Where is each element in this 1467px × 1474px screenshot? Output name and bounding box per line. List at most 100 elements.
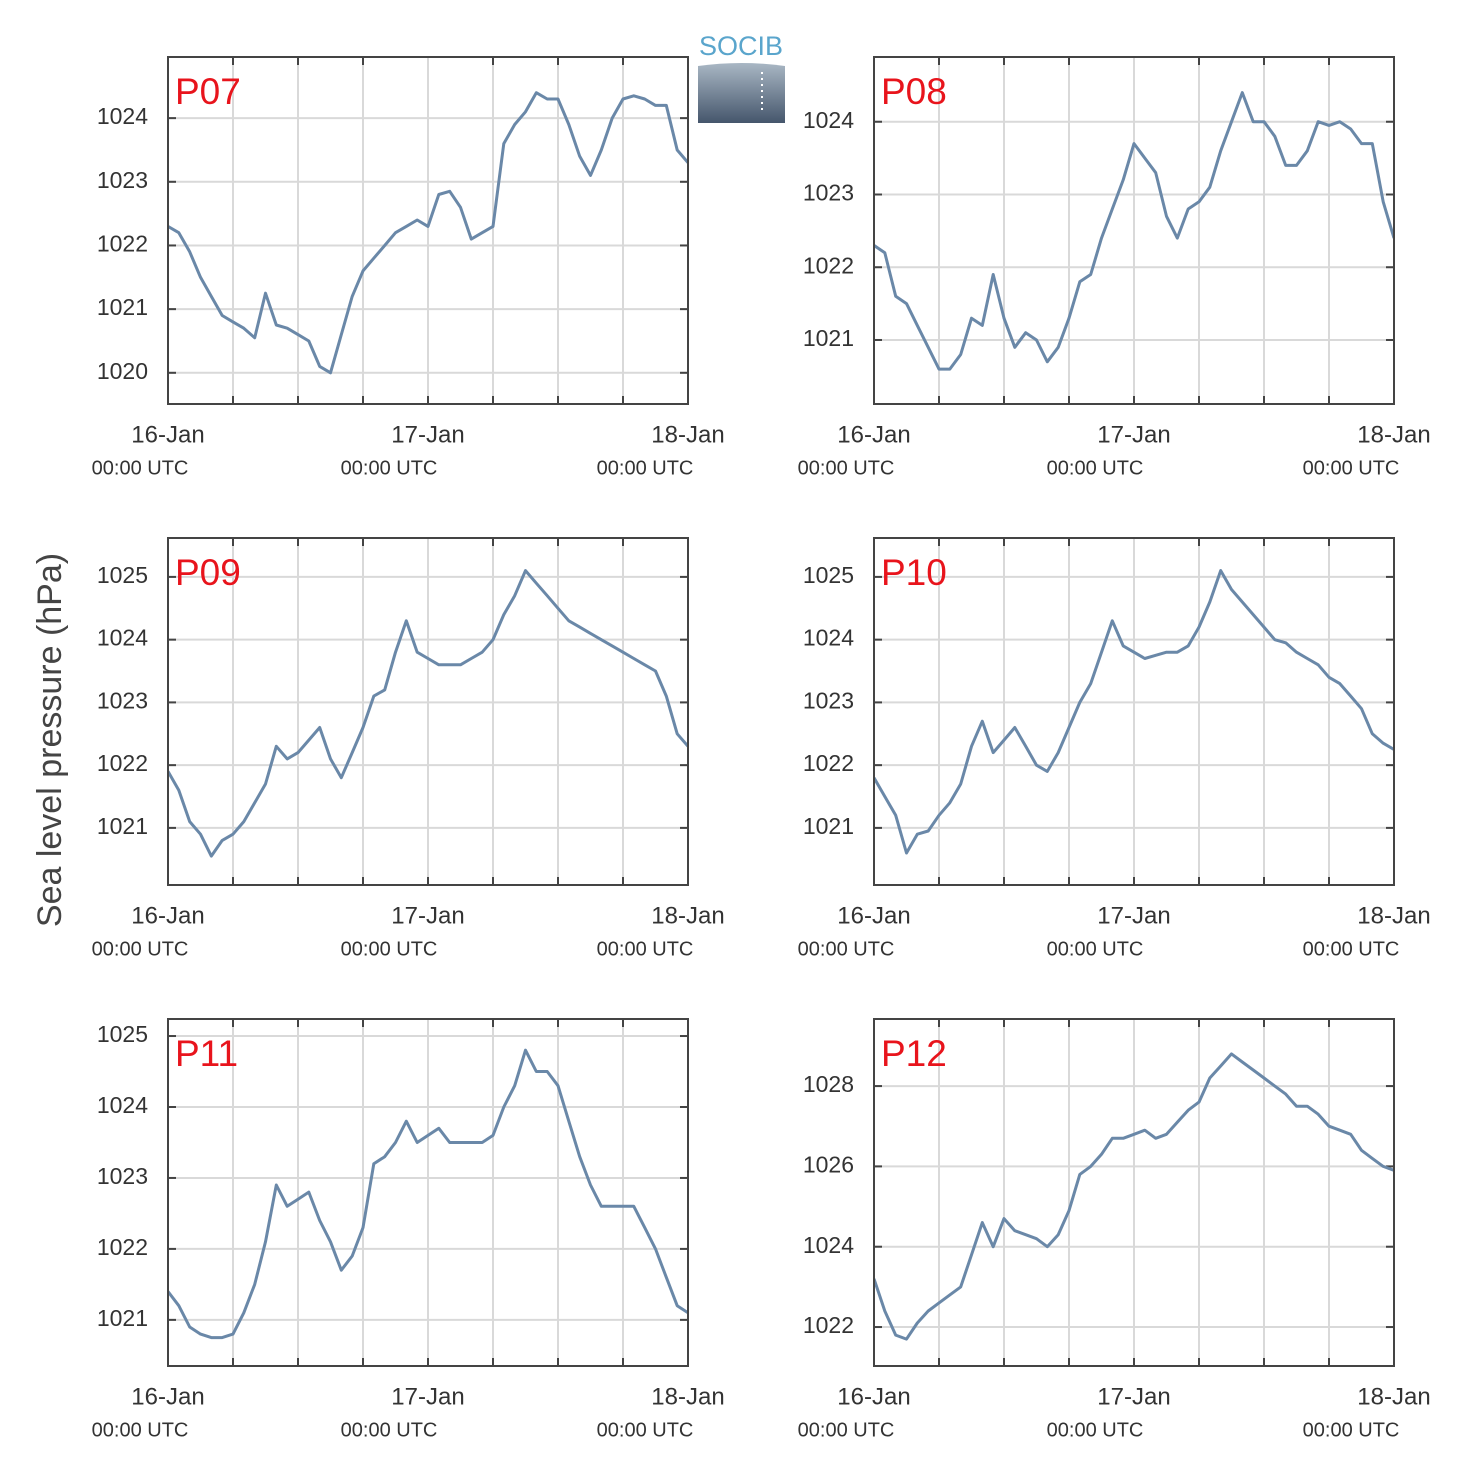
- x-tick-label: 16-Jan: [837, 421, 910, 448]
- y-tick-label: 1020: [97, 358, 148, 384]
- x-tick-time: 00:00 UTC: [1047, 457, 1144, 479]
- x-tick-label: 16-Jan: [131, 421, 204, 448]
- y-tick-label: 1025: [97, 1021, 148, 1047]
- data-line: [168, 1048, 688, 1340]
- plot-area: [874, 569, 1394, 855]
- x-tick-label: 16-Jan: [131, 902, 204, 929]
- x-tick-time: 00:00 UTC: [92, 1419, 189, 1441]
- y-tick-label: 1022: [803, 750, 854, 776]
- x-tick-label: 18-Jan: [651, 902, 724, 929]
- x-tick-time: 00:00 UTC: [1047, 938, 1144, 960]
- panel-title: P10: [881, 552, 947, 593]
- panel-title: P09: [175, 552, 241, 593]
- x-tick-time: 00:00 UTC: [1303, 457, 1400, 479]
- plot-area: [168, 569, 688, 858]
- y-tick-label: 1021: [97, 1305, 148, 1331]
- plot-area: [874, 91, 1394, 371]
- x-tick-time: 00:00 UTC: [341, 1419, 438, 1441]
- panel-title: P07: [175, 71, 241, 112]
- x-tick-time: 00:00 UTC: [1303, 938, 1400, 960]
- x-tick-label: 16-Jan: [131, 1383, 204, 1410]
- y-axis-label: Sea level pressure (hPa): [31, 553, 69, 927]
- axes-frame: [873, 1018, 1395, 1367]
- x-tick-label: 16-Jan: [837, 902, 910, 929]
- y-tick-label: 1023: [97, 1163, 148, 1189]
- x-tick-time: 00:00 UTC: [1047, 1419, 1144, 1441]
- y-tick-label: 1022: [97, 231, 148, 257]
- x-tick-time: 00:00 UTC: [798, 457, 895, 479]
- axes-frame: [167, 537, 689, 886]
- axes-frame: [167, 56, 689, 405]
- y-tick-label: 1024: [803, 107, 854, 133]
- x-tick-time: 00:00 UTC: [92, 938, 189, 960]
- data-line: [874, 569, 1394, 855]
- y-tick-label: 1028: [803, 1071, 854, 1097]
- x-tick-label: 18-Jan: [1357, 902, 1430, 929]
- x-tick-time: 00:00 UTC: [597, 1419, 694, 1441]
- y-tick-label: 1025: [97, 562, 148, 588]
- y-tick-label: 1026: [803, 1151, 854, 1177]
- y-tick-label: 1021: [803, 813, 854, 839]
- axes-frame: [873, 537, 1395, 886]
- x-tick-time: 00:00 UTC: [341, 457, 438, 479]
- y-tick-label: 1023: [803, 687, 854, 713]
- y-tick-label: 1024: [803, 625, 854, 651]
- data-line: [874, 91, 1394, 371]
- x-tick-label: 17-Jan: [1097, 902, 1170, 929]
- logo-text: SOCIB: [699, 31, 783, 61]
- y-tick-label: 1021: [803, 325, 854, 351]
- y-tick-label: 1022: [803, 1312, 854, 1338]
- x-tick-label: 18-Jan: [651, 1383, 724, 1410]
- panel: 1020 1021 1022 1023 1024 16-Jan 00:00 UTC 17-Ja…: [92, 56, 725, 479]
- y-tick-label: 1023: [803, 180, 854, 206]
- x-tick-time: 00:00 UTC: [92, 457, 189, 479]
- x-tick-time: 00:00 UTC: [597, 457, 694, 479]
- data-line: [168, 91, 688, 375]
- panel: 1021 1022 1023 1024 1025 16-Jan 00:00 UTC 17-Ja…: [92, 537, 725, 960]
- plot-area: [168, 91, 688, 375]
- y-tick-label: 1021: [97, 813, 148, 839]
- x-tick-label: 17-Jan: [391, 1383, 464, 1410]
- data-line: [168, 569, 688, 858]
- x-tick-label: 17-Jan: [1097, 1383, 1170, 1410]
- x-tick-label: 17-Jan: [1097, 421, 1170, 448]
- x-tick-label: 18-Jan: [1357, 421, 1430, 448]
- y-tick-label: 1024: [97, 103, 148, 129]
- x-tick-label: 17-Jan: [391, 902, 464, 929]
- logo: SOCIB: [698, 31, 785, 123]
- plot-area: [874, 1052, 1394, 1341]
- x-tick-label: 18-Jan: [1357, 1383, 1430, 1410]
- panel-title: P08: [881, 71, 947, 112]
- x-tick-time: 00:00 UTC: [1303, 1419, 1400, 1441]
- y-tick-label: 1021: [97, 294, 148, 320]
- panel: 1022 1024 1026 1028 16-Jan 00:00 UTC 17-Jan 00:…: [798, 1018, 1431, 1441]
- y-tick-label: 1024: [803, 1232, 854, 1258]
- panel: 1021 1022 1023 1024 16-Jan 00:00 UTC 17-Jan 00:…: [798, 56, 1431, 479]
- y-tick-label: 1022: [97, 750, 148, 776]
- panel-title: P11: [175, 1033, 238, 1074]
- x-tick-label: 16-Jan: [837, 1383, 910, 1410]
- panel: 1021 1022 1023 1024 1025 16-Jan 00:00 UTC 17-Ja…: [798, 537, 1431, 960]
- x-tick-time: 00:00 UTC: [341, 938, 438, 960]
- x-tick-time: 00:00 UTC: [597, 938, 694, 960]
- y-tick-label: 1024: [97, 1092, 148, 1118]
- y-tick-label: 1023: [97, 167, 148, 193]
- x-tick-label: 18-Jan: [651, 421, 724, 448]
- y-tick-label: 1025: [803, 562, 854, 588]
- y-tick-label: 1022: [97, 1234, 148, 1260]
- plot-area: [168, 1048, 688, 1340]
- logo-shape: [698, 63, 785, 123]
- axes-frame: [873, 56, 1395, 405]
- x-tick-time: 00:00 UTC: [798, 1419, 895, 1441]
- y-tick-label: 1024: [97, 625, 148, 651]
- y-tick-label: 1022: [803, 252, 854, 278]
- axes-frame: [167, 1018, 689, 1367]
- y-tick-label: 1023: [97, 687, 148, 713]
- panel-title: P12: [881, 1033, 947, 1074]
- x-tick-label: 17-Jan: [391, 421, 464, 448]
- x-tick-time: 00:00 UTC: [798, 938, 895, 960]
- data-line: [874, 1052, 1394, 1341]
- panel: 1021 1022 1023 1024 1025 16-Jan 00:00 UTC 17-Ja…: [92, 1018, 725, 1441]
